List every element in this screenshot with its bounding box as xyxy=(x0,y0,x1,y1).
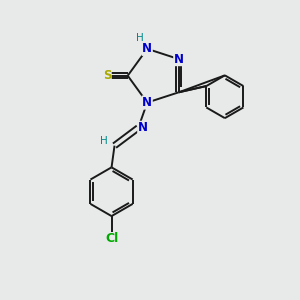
Text: H: H xyxy=(100,136,108,146)
Text: N: N xyxy=(142,96,152,109)
Text: N: N xyxy=(174,52,184,66)
Text: N: N xyxy=(138,121,148,134)
Text: Cl: Cl xyxy=(105,232,118,245)
Text: S: S xyxy=(103,69,111,82)
Text: H: H xyxy=(136,33,144,43)
Text: N: N xyxy=(142,42,152,55)
